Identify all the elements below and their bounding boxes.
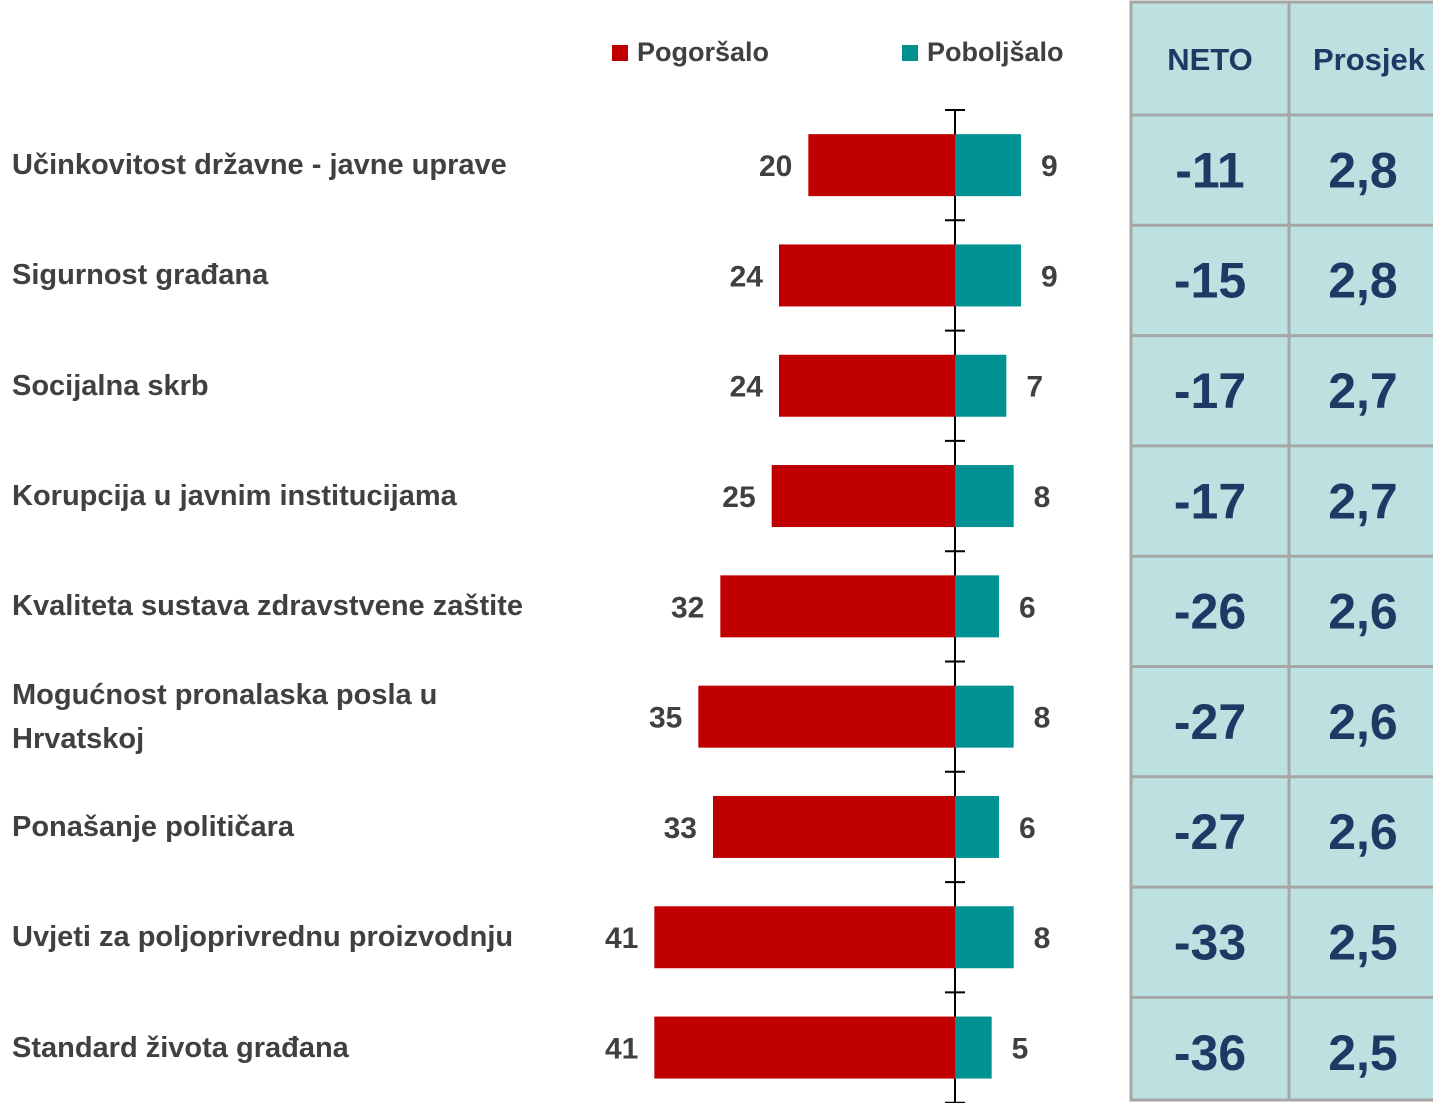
data-label: 32 — [671, 591, 704, 624]
bar — [698, 685, 955, 748]
data-label: 6 — [1019, 591, 1036, 624]
bar — [713, 795, 955, 858]
table-cell: 2,6 — [1328, 804, 1398, 860]
table-header: Prosjek — [1313, 42, 1426, 77]
data-label: 5 — [1012, 1032, 1029, 1065]
table-cell: 2,8 — [1328, 142, 1398, 198]
data-label: 35 — [649, 702, 682, 735]
table-cell: 2,5 — [1328, 914, 1398, 970]
data-label: 7 — [1026, 371, 1043, 404]
bar — [720, 575, 955, 638]
category-label: Sigurnost građana — [12, 259, 269, 292]
table-cell: -17 — [1174, 473, 1246, 529]
bar — [808, 134, 955, 197]
bar — [955, 1016, 992, 1079]
data-label: 41 — [605, 922, 638, 955]
table-header: NETO — [1167, 42, 1253, 77]
table-cell: 2,8 — [1328, 253, 1398, 309]
table-cell: 2,7 — [1328, 473, 1398, 529]
table-cell: -33 — [1174, 914, 1246, 970]
category-label: Mogućnost pronalaska posla u Hrvatskoj — [12, 678, 438, 755]
category-label: Učinkovitost državne - javne uprave — [12, 149, 507, 182]
table-cell: -17 — [1174, 363, 1246, 419]
data-label: 9 — [1041, 150, 1058, 183]
legend-swatch — [612, 45, 628, 61]
category-label: Korupcija u javnim institucijama — [12, 480, 457, 513]
category-label: Socijalna skrb — [12, 369, 209, 402]
bar — [955, 685, 1014, 748]
bar — [779, 244, 955, 307]
bar — [771, 465, 955, 528]
bar — [955, 575, 999, 638]
bar — [955, 244, 1021, 307]
table-cell: -27 — [1174, 694, 1246, 750]
category-label: Standard života građana — [12, 1031, 349, 1064]
bar — [779, 354, 955, 417]
data-label: 8 — [1034, 481, 1051, 514]
data-label: 33 — [664, 812, 697, 845]
table-cell: -36 — [1174, 1025, 1246, 1081]
legend-label: Poboljšalo — [927, 37, 1064, 67]
table-cell: -15 — [1174, 253, 1246, 309]
bar — [654, 906, 955, 969]
data-label: 8 — [1034, 922, 1051, 955]
table-cell: 2,7 — [1328, 363, 1398, 419]
category-label: Uvjeti za poljoprivrednu proizvodnju — [12, 921, 514, 954]
bar — [955, 906, 1014, 969]
table-cell: -27 — [1174, 804, 1246, 860]
bar — [654, 1016, 955, 1079]
category-label: Kvaliteta sustava zdravstvene zaštite — [12, 590, 523, 623]
data-label: 9 — [1041, 260, 1058, 293]
category-label: Ponašanje političara — [12, 810, 295, 843]
data-label: 25 — [722, 481, 755, 514]
bar — [955, 354, 1007, 417]
table-cell: -11 — [1175, 142, 1245, 198]
table-cell: 2,5 — [1328, 1025, 1398, 1081]
legend-swatch — [902, 45, 918, 61]
data-label: 6 — [1019, 812, 1036, 845]
data-label: 20 — [759, 150, 792, 183]
table-cell: -26 — [1174, 584, 1246, 640]
legend-label: Pogoršalo — [637, 37, 769, 67]
bar — [955, 134, 1021, 197]
data-label: 24 — [730, 260, 764, 293]
table-cell: 2,6 — [1328, 584, 1398, 640]
data-label: 41 — [605, 1032, 638, 1065]
bar — [955, 465, 1014, 528]
data-label: 24 — [730, 371, 764, 404]
table-bg — [1129, 0, 1433, 1102]
table-cell: 2,6 — [1328, 694, 1398, 750]
bar — [955, 795, 999, 858]
data-label: 8 — [1034, 702, 1051, 735]
